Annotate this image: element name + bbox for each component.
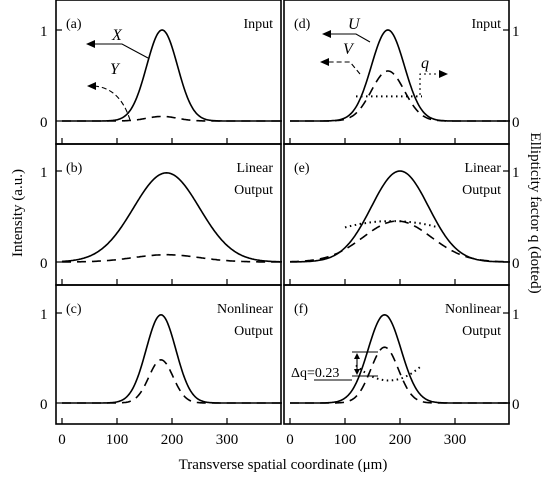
x-tick-label: 100 xyxy=(334,432,357,448)
series-q-dotted xyxy=(355,364,423,382)
arrow-v xyxy=(326,61,361,75)
arrowhead-q xyxy=(439,70,448,78)
panel-tag: (c) xyxy=(66,302,82,317)
x-tick-label: 100 xyxy=(106,432,129,448)
panel-b: (b) Linear Output xyxy=(55,143,282,286)
panel-label: Input xyxy=(243,17,273,32)
y-tick-label: 0 xyxy=(40,256,48,272)
panel-label: Linear Output xyxy=(234,161,273,198)
y-tick-label: 1 xyxy=(40,307,48,323)
y-tick-label: 1 xyxy=(40,24,48,40)
x-axis-title: Transverse spatial coordinate (μm) xyxy=(179,457,388,473)
y-tick-label: 0 xyxy=(40,397,48,413)
panel-a: (a) Input xyxy=(55,0,282,145)
arrowhead-x xyxy=(86,40,95,48)
y2-tick-label: 1 xyxy=(512,165,520,181)
y2-tick-label: 0 xyxy=(512,115,520,131)
arrow-y xyxy=(93,85,131,121)
dq-arrowhead-down xyxy=(354,369,360,375)
x-tick-label: 0 xyxy=(286,432,294,448)
panel-label: Input xyxy=(471,17,501,32)
series-y-dashed xyxy=(62,115,282,122)
panel-d: (d) Input xyxy=(283,0,510,145)
series-u-solid xyxy=(290,29,510,122)
arrow-u xyxy=(328,33,371,43)
x-tick-label: 200 xyxy=(389,432,412,448)
annotation-y: Y xyxy=(110,61,121,78)
annotation-v: V xyxy=(343,41,355,58)
panel-f: (f) Nonlinear Output xyxy=(283,284,510,425)
arrowhead-v xyxy=(320,58,329,66)
panel-frame xyxy=(55,284,282,425)
series-v-dashed xyxy=(290,70,510,122)
panel-label: Nonlinear Output xyxy=(217,302,273,339)
y-tick-label: 1 xyxy=(40,165,48,181)
arrow-x xyxy=(92,43,149,59)
panel-frame xyxy=(283,284,510,425)
y-tick-label: 0 xyxy=(40,115,48,131)
series-y-dashed xyxy=(61,253,282,263)
panel-tag: (f) xyxy=(294,302,308,317)
x-tick-label: 300 xyxy=(444,432,467,448)
panel-label: Linear Output xyxy=(462,161,501,198)
panel-e: (e) Linear Output xyxy=(283,143,510,286)
annotation-x: X xyxy=(111,27,123,44)
y2-tick-label: 1 xyxy=(512,24,520,40)
annotation-u: U xyxy=(348,16,361,33)
y2-axis-title: Ellipticity factor q (dotted) xyxy=(527,132,543,293)
series-v-dashed xyxy=(290,346,510,404)
panel-c: (c) Nonlinear Output xyxy=(55,284,282,425)
y-axis-title: Intensity (a.u.) xyxy=(10,169,26,257)
y2-tick-label: 0 xyxy=(512,397,520,413)
panel-tag: (b) xyxy=(66,161,83,176)
x-tick-label: 200 xyxy=(161,432,184,448)
series-y-dashed xyxy=(62,358,282,404)
series-v-dashed xyxy=(290,220,510,263)
panel-tag: (e) xyxy=(294,161,310,176)
series-q-dotted xyxy=(344,220,439,229)
arrowhead-u xyxy=(322,30,331,38)
panel-tag: (d) xyxy=(294,17,311,32)
annotation-q: q xyxy=(421,55,429,72)
panel-label: Nonlinear Output xyxy=(445,302,501,339)
series-x-solid xyxy=(61,171,282,263)
arrow-q xyxy=(419,73,440,95)
y2-tick-label: 0 xyxy=(512,256,520,272)
dq-arrowhead-up xyxy=(354,353,360,359)
x-tick-label: 300 xyxy=(216,432,239,448)
arrowhead-y xyxy=(87,82,96,90)
x-tick-label: 0 xyxy=(58,432,66,448)
panel-tag: (a) xyxy=(66,17,82,32)
annotation-dq: Δq=0.23 xyxy=(291,366,339,381)
y2-tick-label: 1 xyxy=(512,307,520,323)
